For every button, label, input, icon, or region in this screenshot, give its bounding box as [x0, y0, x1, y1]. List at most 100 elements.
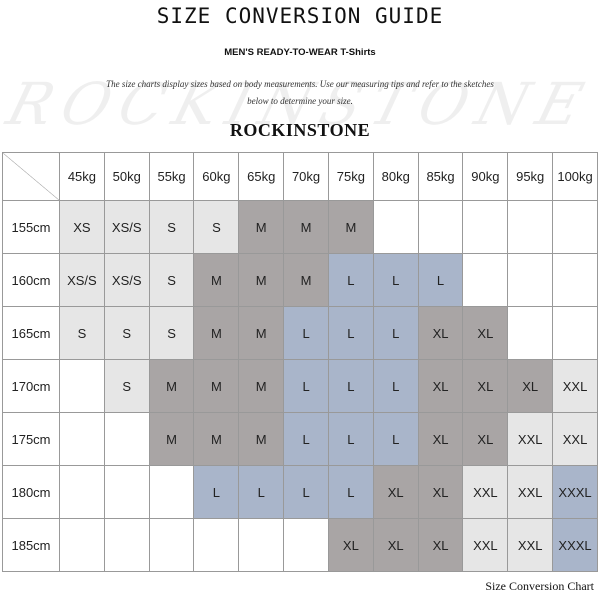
size-cell: S [148, 253, 195, 307]
subtitle: MEN'S READY-TO-WEAR T-Shirts [224, 47, 376, 58]
size-cell [552, 306, 598, 360]
table-row: 165cm S S S M M L L L XL XL [2, 306, 598, 360]
column-header: 90kg [462, 152, 509, 201]
size-cell: XL [372, 465, 419, 519]
size-cell: L [372, 306, 419, 360]
size-cell: L [372, 359, 419, 413]
size-cell [59, 359, 105, 413]
column-header: 45kg [59, 152, 105, 201]
size-cell: M [193, 306, 240, 360]
size-cell: L [417, 253, 464, 307]
size-cell: L [372, 412, 419, 466]
size-cell: L [327, 253, 374, 307]
table-row: 170cm S M M M L L L XL XL XL XXL [2, 359, 598, 413]
column-header: 100kg [552, 152, 598, 201]
size-cell: L [283, 306, 329, 360]
size-cell: L [327, 359, 374, 413]
size-cell: M [148, 359, 195, 413]
table-row: 155cm XS XS/S S S M M M [2, 200, 598, 254]
column-header: 95kg [507, 152, 554, 201]
size-cell: M [238, 306, 285, 360]
size-cell: XL [372, 518, 419, 572]
size-cell [59, 465, 105, 519]
size-cell: M [238, 200, 285, 254]
size-cell: M [238, 412, 285, 466]
row-header: 180cm [2, 465, 60, 519]
size-cell: S [193, 200, 240, 254]
table-row: 175cm M M M L L L XL XL XXL XXL [2, 412, 598, 466]
size-cell: M [238, 359, 285, 413]
size-cell [462, 253, 509, 307]
size-cell: XL [417, 518, 464, 572]
size-cell: L [283, 359, 329, 413]
column-header: 70kg [283, 152, 329, 201]
size-cell: XXL [507, 465, 554, 519]
size-cell: XXL [462, 518, 509, 572]
size-cell: S [103, 359, 150, 413]
size-cell: S [59, 306, 105, 360]
size-cell: M [327, 200, 374, 254]
size-cell: L [283, 465, 329, 519]
size-cell: XL [417, 306, 464, 360]
size-cell [103, 465, 150, 519]
size-cell [507, 253, 554, 307]
size-cell: M [148, 412, 195, 466]
size-cell: XXXL [552, 465, 598, 519]
size-cell: M [193, 359, 240, 413]
size-cell: L [372, 253, 419, 307]
size-cell: XL [417, 412, 464, 466]
size-cell: XL [507, 359, 554, 413]
size-cell: XS [59, 200, 105, 254]
size-cell: M [283, 200, 329, 254]
size-cell [283, 518, 329, 572]
size-cell: XXL [507, 518, 554, 572]
header-row: 45kg 50kg 55kg 60kg 65kg 70kg 75kg 80kg 85kg 90kg… [2, 152, 598, 201]
size-cell [103, 412, 150, 466]
column-header: 50kg [103, 152, 150, 201]
size-cell [552, 253, 598, 307]
column-header: 75kg [327, 152, 374, 201]
row-header: 165cm [2, 306, 60, 360]
row-header: 155cm [2, 200, 60, 254]
corner-cell [2, 152, 60, 201]
size-cell: L [283, 412, 329, 466]
size-cell: XL [462, 306, 509, 360]
size-cell [148, 518, 195, 572]
size-cell: M [193, 253, 240, 307]
column-header: 80kg [372, 152, 419, 201]
size-cell: XXL [552, 412, 598, 466]
size-cell [193, 518, 240, 572]
footer: Size Conversion Chart [485, 579, 594, 593]
size-cell: L [238, 465, 285, 519]
size-cell: L [193, 465, 240, 519]
size-cell [372, 200, 419, 254]
row-header: 175cm [2, 412, 60, 466]
size-cell: XL [417, 465, 464, 519]
size-cell: XXXL [552, 518, 598, 572]
size-cell [148, 465, 195, 519]
row-header: 170cm [2, 359, 60, 413]
size-cell [507, 200, 554, 254]
size-cell: S [148, 306, 195, 360]
size-cell: S [148, 200, 195, 254]
size-cell [507, 306, 554, 360]
description: below to determine your size. [247, 96, 353, 106]
size-cell [238, 518, 285, 572]
size-cell [462, 200, 509, 254]
title: SIZE CONVERSION GUIDE [156, 4, 444, 28]
size-cell: M [193, 412, 240, 466]
size-cell: S [103, 306, 150, 360]
table-row: 180cm L L L L XL XL XXL XXL XXXL [2, 465, 598, 519]
size-cell: XS/S [103, 253, 150, 307]
size-cell [59, 412, 105, 466]
size-cell: XXL [552, 359, 598, 413]
table-row: 160cm XS/S XS/S S M M M L L L [2, 253, 598, 307]
size-cell: XS/S [59, 253, 105, 307]
size-cell [59, 518, 105, 572]
size-cell [552, 200, 598, 254]
size-cell: L [327, 465, 374, 519]
size-cell: M [238, 253, 285, 307]
size-cell: XXL [462, 465, 509, 519]
size-cell [417, 200, 464, 254]
